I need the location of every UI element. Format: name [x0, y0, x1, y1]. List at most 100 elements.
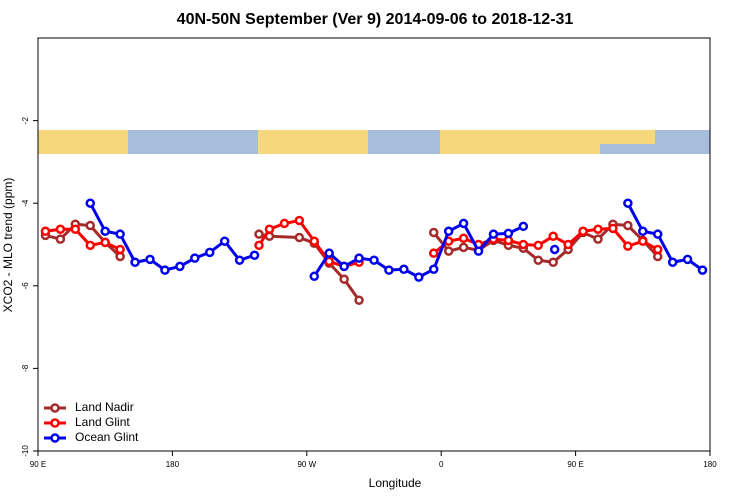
data-point: [294, 215, 305, 226]
data-point: [324, 256, 334, 267]
land: [440, 130, 600, 154]
data-point: [593, 224, 603, 234]
legend-marker: [50, 403, 60, 413]
plot: [40, 198, 708, 306]
legend-label: Land Nadir: [75, 400, 134, 414]
data-point: [503, 228, 514, 239]
data-point: [697, 265, 708, 275]
x-tick-label: 90 W: [297, 460, 316, 469]
data-point: [204, 247, 215, 258]
data-point: [518, 221, 529, 232]
data-point: [549, 244, 560, 255]
data-point: [339, 261, 349, 272]
data-point: [254, 229, 264, 239]
data-point: [100, 226, 110, 237]
data-point: [563, 239, 573, 250]
data-point: [518, 239, 529, 250]
x-tick-label: 180: [166, 460, 180, 469]
data-point: [548, 257, 558, 268]
data-point: [70, 224, 81, 234]
x-tick-label: 90 E: [30, 460, 46, 469]
data-point: [55, 224, 66, 234]
data-point: [115, 244, 125, 255]
data-point: [399, 264, 409, 275]
legend-marker: [50, 418, 60, 428]
data-point: [85, 240, 96, 251]
data-point: [488, 229, 499, 239]
data-point: [428, 227, 439, 238]
data-point: [652, 244, 663, 255]
data-point: [190, 253, 200, 263]
data-point: [623, 198, 633, 208]
y-tick-label: -10: [21, 445, 30, 457]
data-point: [638, 236, 648, 246]
data-point: [85, 198, 96, 208]
map-strip: [38, 130, 710, 154]
legend-label: Land Glint: [75, 415, 130, 429]
land: [38, 130, 128, 154]
data-point: [279, 218, 290, 229]
data-point: [443, 226, 454, 237]
data-point: [249, 250, 260, 260]
y-tick-label: -4: [21, 199, 30, 207]
land: [600, 130, 655, 144]
data-point: [294, 232, 305, 243]
data-point: [354, 253, 364, 263]
x-axis-label: Longitude: [369, 476, 422, 490]
data-point: [443, 246, 454, 256]
data-point: [458, 218, 469, 229]
data-point: [608, 223, 618, 234]
data-point: [160, 265, 170, 275]
data-point: [414, 272, 424, 282]
data-point: [593, 234, 603, 244]
data-point: [682, 254, 693, 265]
series-line: [432, 222, 659, 264]
plot-frame: [37, 37, 711, 452]
data-point: [652, 229, 663, 239]
data-point: [55, 234, 66, 244]
data-point: [384, 265, 394, 275]
data-point: [145, 254, 155, 265]
data-point: [623, 220, 633, 231]
data-point: [428, 248, 439, 258]
data-point: [533, 255, 544, 265]
data-point: [309, 236, 320, 246]
x-tick-label: 180: [703, 460, 717, 469]
data-point: [324, 248, 334, 258]
x-tick-label: 0: [439, 460, 444, 469]
y-axis-label: XCO2 - MLO trend (ppm): [1, 178, 15, 313]
data-point: [40, 226, 51, 237]
data-point: [428, 264, 439, 275]
series-line: [432, 226, 659, 255]
data-point: [533, 240, 544, 251]
legend-label: Ocean Glint: [75, 430, 139, 444]
data-point: [667, 257, 678, 268]
data-point: [369, 255, 379, 265]
data-point: [473, 246, 484, 256]
data-point: [234, 255, 245, 265]
y-tick-label: -2: [21, 116, 30, 124]
data-point: [638, 226, 648, 237]
data-point: [115, 229, 125, 239]
data-point: [219, 236, 230, 246]
data-point: [354, 295, 364, 306]
data-point: [548, 231, 558, 241]
data-point: [264, 224, 275, 234]
data-point: [254, 240, 264, 251]
data-point: [578, 226, 588, 237]
data-point: [339, 274, 349, 284]
data-point: [85, 220, 96, 231]
data-point: [309, 271, 320, 282]
data-point: [100, 237, 110, 248]
data-point: [458, 242, 469, 253]
x-tick-label: 90 E: [567, 460, 583, 469]
y-tick-label: -6: [21, 282, 30, 290]
land: [258, 130, 368, 154]
legend-marker: [50, 433, 60, 443]
data-point: [623, 241, 633, 251]
data-point: [175, 261, 185, 272]
data-point: [130, 257, 140, 268]
chart-title: 40N-50N September (Ver 9) 2014-09-06 to …: [177, 11, 574, 28]
y-tick-label: -8: [21, 364, 30, 372]
